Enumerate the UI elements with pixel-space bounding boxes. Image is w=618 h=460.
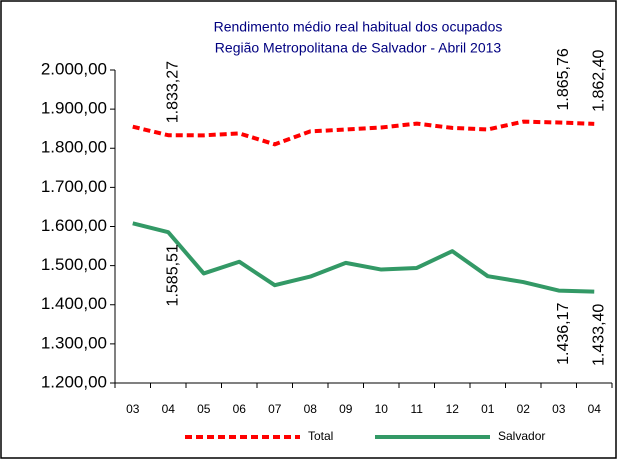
x-tick-label: 04: [162, 402, 176, 416]
x-tick-label: 07: [268, 402, 282, 416]
data-label: 1.433,40: [590, 304, 607, 366]
x-tick-label: 11: [411, 402, 424, 416]
chart-subtitle: Região Metropolitana de Salvador - Abril…: [215, 40, 502, 56]
series-line: [132, 119, 595, 147]
x-tick-label: 06: [233, 402, 247, 416]
x-tick-label: 03: [126, 402, 140, 416]
x-tick-label: 05: [197, 402, 211, 416]
y-tick-label: 1.500,00: [41, 255, 107, 274]
y-tick-label: 1.800,00: [41, 138, 107, 157]
x-tick-label: 12: [446, 402, 460, 416]
y-tick-label: 2.000,00: [41, 59, 107, 78]
x-tick-label: 02: [517, 402, 531, 416]
data-label: 1.862,40: [590, 49, 607, 111]
chart-title: Rendimento médio real habitual dos ocupa…: [214, 19, 503, 35]
y-tick-label: 1.400,00: [41, 294, 107, 313]
legend-label: Total: [308, 429, 333, 443]
x-tick-label: 04: [588, 402, 602, 416]
x-tick-label: 03: [552, 402, 566, 416]
legend-label: Salvador: [498, 429, 545, 443]
y-tick-label: 1.900,00: [41, 99, 107, 118]
series-line: [132, 221, 595, 294]
x-tick-label: 08: [304, 402, 318, 416]
y-tick-label: 1.700,00: [41, 177, 107, 196]
y-tick-label: 1.300,00: [41, 333, 107, 352]
x-tick-label: 01: [481, 402, 495, 416]
data-label: 1.585,51: [164, 244, 181, 306]
x-tick-label: 10: [375, 402, 389, 416]
data-label: 1.865,76: [555, 48, 572, 110]
y-tick-label: 1.600,00: [41, 216, 107, 235]
y-tick-label: 1.200,00: [41, 372, 107, 391]
data-label: 1.436,17: [555, 302, 572, 364]
data-label: 1.833,27: [164, 61, 181, 123]
x-tick-label: 09: [339, 402, 353, 416]
